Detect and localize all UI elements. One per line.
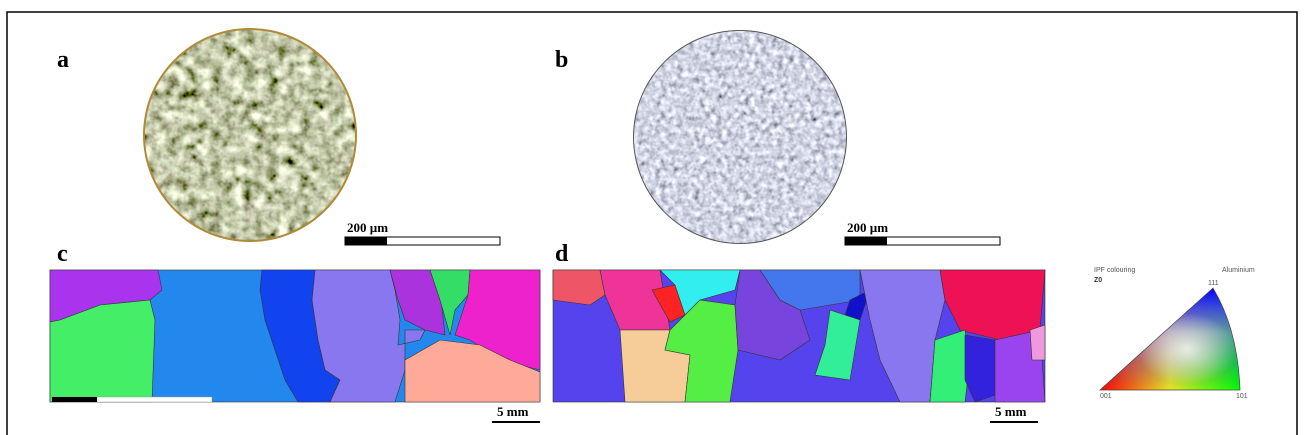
map-info-bar-fill (52, 397, 97, 402)
ebsd-map (50, 270, 540, 402)
ipf-title: IPF colouring (1094, 267, 1135, 274)
scale-bar-label: 200 µm (347, 220, 388, 235)
ipf-corner: 111 (1208, 280, 1219, 287)
ebsd-map (553, 270, 1045, 402)
scale-bar-label: 5 mm (497, 404, 529, 419)
ipf-corner: 001 (1100, 393, 1112, 400)
micrograph (140, 25, 360, 245)
ipf-direction: Z0 (1094, 277, 1102, 284)
scale-bar-label: 200 µm (847, 220, 888, 235)
scale-bar-fill (345, 237, 387, 245)
panel-label: b (555, 47, 568, 73)
ipf-phase: Aluminium (1222, 267, 1255, 274)
ipf-corner: 101 (1236, 393, 1248, 400)
scale-bar-label: 5 mm (995, 404, 1027, 419)
panel-label: d (555, 241, 569, 267)
figure: a 200 µm b 200 µm c 5 mm d (0, 0, 1304, 435)
panel-label: c (57, 241, 68, 267)
ipf-triangle (1100, 288, 1240, 390)
scale-bar-fill (845, 237, 887, 245)
figure-canvas: a 200 µm b 200 µm c 5 mm d (0, 0, 1304, 435)
panel-label: a (57, 47, 69, 73)
micrograph (630, 28, 850, 248)
